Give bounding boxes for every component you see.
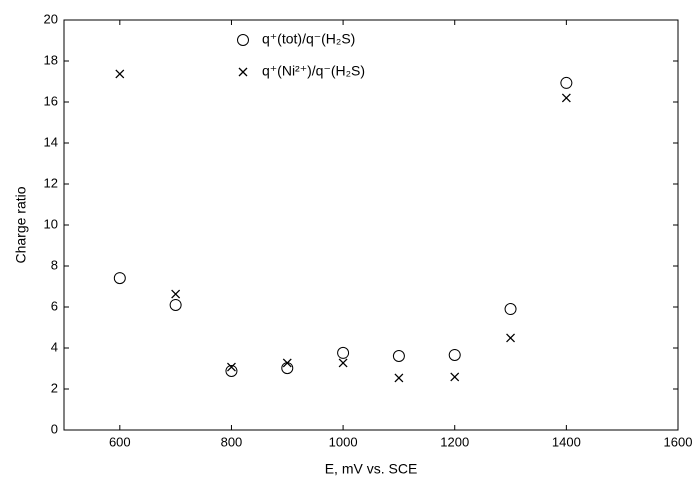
point bbox=[504, 303, 517, 316]
plot-frame bbox=[63, 19, 679, 431]
legend-marker bbox=[238, 67, 248, 77]
legend-marker bbox=[237, 34, 249, 46]
y-tick-label: 16 bbox=[44, 93, 58, 108]
point bbox=[394, 373, 404, 383]
x-tick-label: 800 bbox=[221, 434, 243, 449]
point bbox=[506, 333, 516, 343]
point bbox=[560, 76, 573, 89]
x-tick-label: 1400 bbox=[552, 434, 581, 449]
point bbox=[450, 372, 460, 382]
x-axis-title: E, mV vs. SCE bbox=[325, 461, 418, 477]
y-tick-label: 12 bbox=[44, 175, 58, 190]
y-axis-title: Charge ratio bbox=[13, 186, 29, 263]
y-tick-label: 8 bbox=[51, 257, 58, 272]
y-tick-label: 20 bbox=[44, 11, 58, 26]
y-tick-label: 18 bbox=[44, 52, 58, 67]
point bbox=[226, 362, 236, 372]
legend-text: q⁺(tot)/q⁻(H₂S) bbox=[262, 31, 355, 47]
y-tick-label: 10 bbox=[44, 216, 58, 231]
point bbox=[448, 348, 461, 361]
x-tick-label: 1600 bbox=[664, 434, 693, 449]
point bbox=[338, 358, 348, 368]
point bbox=[337, 346, 350, 359]
point bbox=[561, 93, 571, 103]
point bbox=[281, 362, 294, 375]
point bbox=[282, 358, 292, 368]
point bbox=[169, 298, 182, 311]
y-tick-label: 4 bbox=[51, 339, 58, 354]
point bbox=[392, 349, 405, 362]
y-tick-label: 6 bbox=[51, 298, 58, 313]
x-tick-label: 600 bbox=[109, 434, 131, 449]
point bbox=[171, 289, 181, 299]
x-tick-label: 1200 bbox=[440, 434, 469, 449]
x-tick-label: 1000 bbox=[329, 434, 358, 449]
y-tick-label: 2 bbox=[51, 380, 58, 395]
point bbox=[225, 364, 238, 377]
y-tick-label: 0 bbox=[51, 421, 58, 436]
point bbox=[113, 272, 126, 285]
legend-text: q⁺(Ni²⁺)/q⁻(H₂S) bbox=[262, 63, 365, 79]
point bbox=[115, 69, 125, 79]
y-tick-label: 14 bbox=[44, 134, 58, 149]
